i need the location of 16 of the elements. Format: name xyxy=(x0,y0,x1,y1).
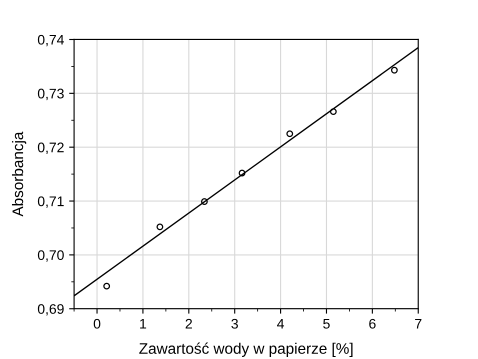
x-tick-label: 1 xyxy=(140,318,146,329)
y-axis-title: Absorbancja xyxy=(12,132,26,217)
x-tick-label: 3 xyxy=(231,318,238,329)
x-tick-label: 7 xyxy=(415,318,422,329)
y-tick-label: 0,69 xyxy=(38,304,64,316)
x-axis-title: Zawartość wody w papierze [%] xyxy=(139,342,352,357)
x-tick-label: 4 xyxy=(277,318,284,329)
y-tick-label: 0,73 xyxy=(38,88,64,100)
y-tick-label: 0,72 xyxy=(38,142,64,154)
y-tick-label: 0,74 xyxy=(38,34,64,46)
y-tick-label: 0,71 xyxy=(38,196,64,208)
x-tick-label: 2 xyxy=(186,318,192,329)
x-tick-label: 6 xyxy=(369,318,376,329)
x-tick-label: 5 xyxy=(323,318,330,329)
y-tick-label: 0,70 xyxy=(38,250,64,262)
x-tick-label: 0 xyxy=(94,318,100,329)
